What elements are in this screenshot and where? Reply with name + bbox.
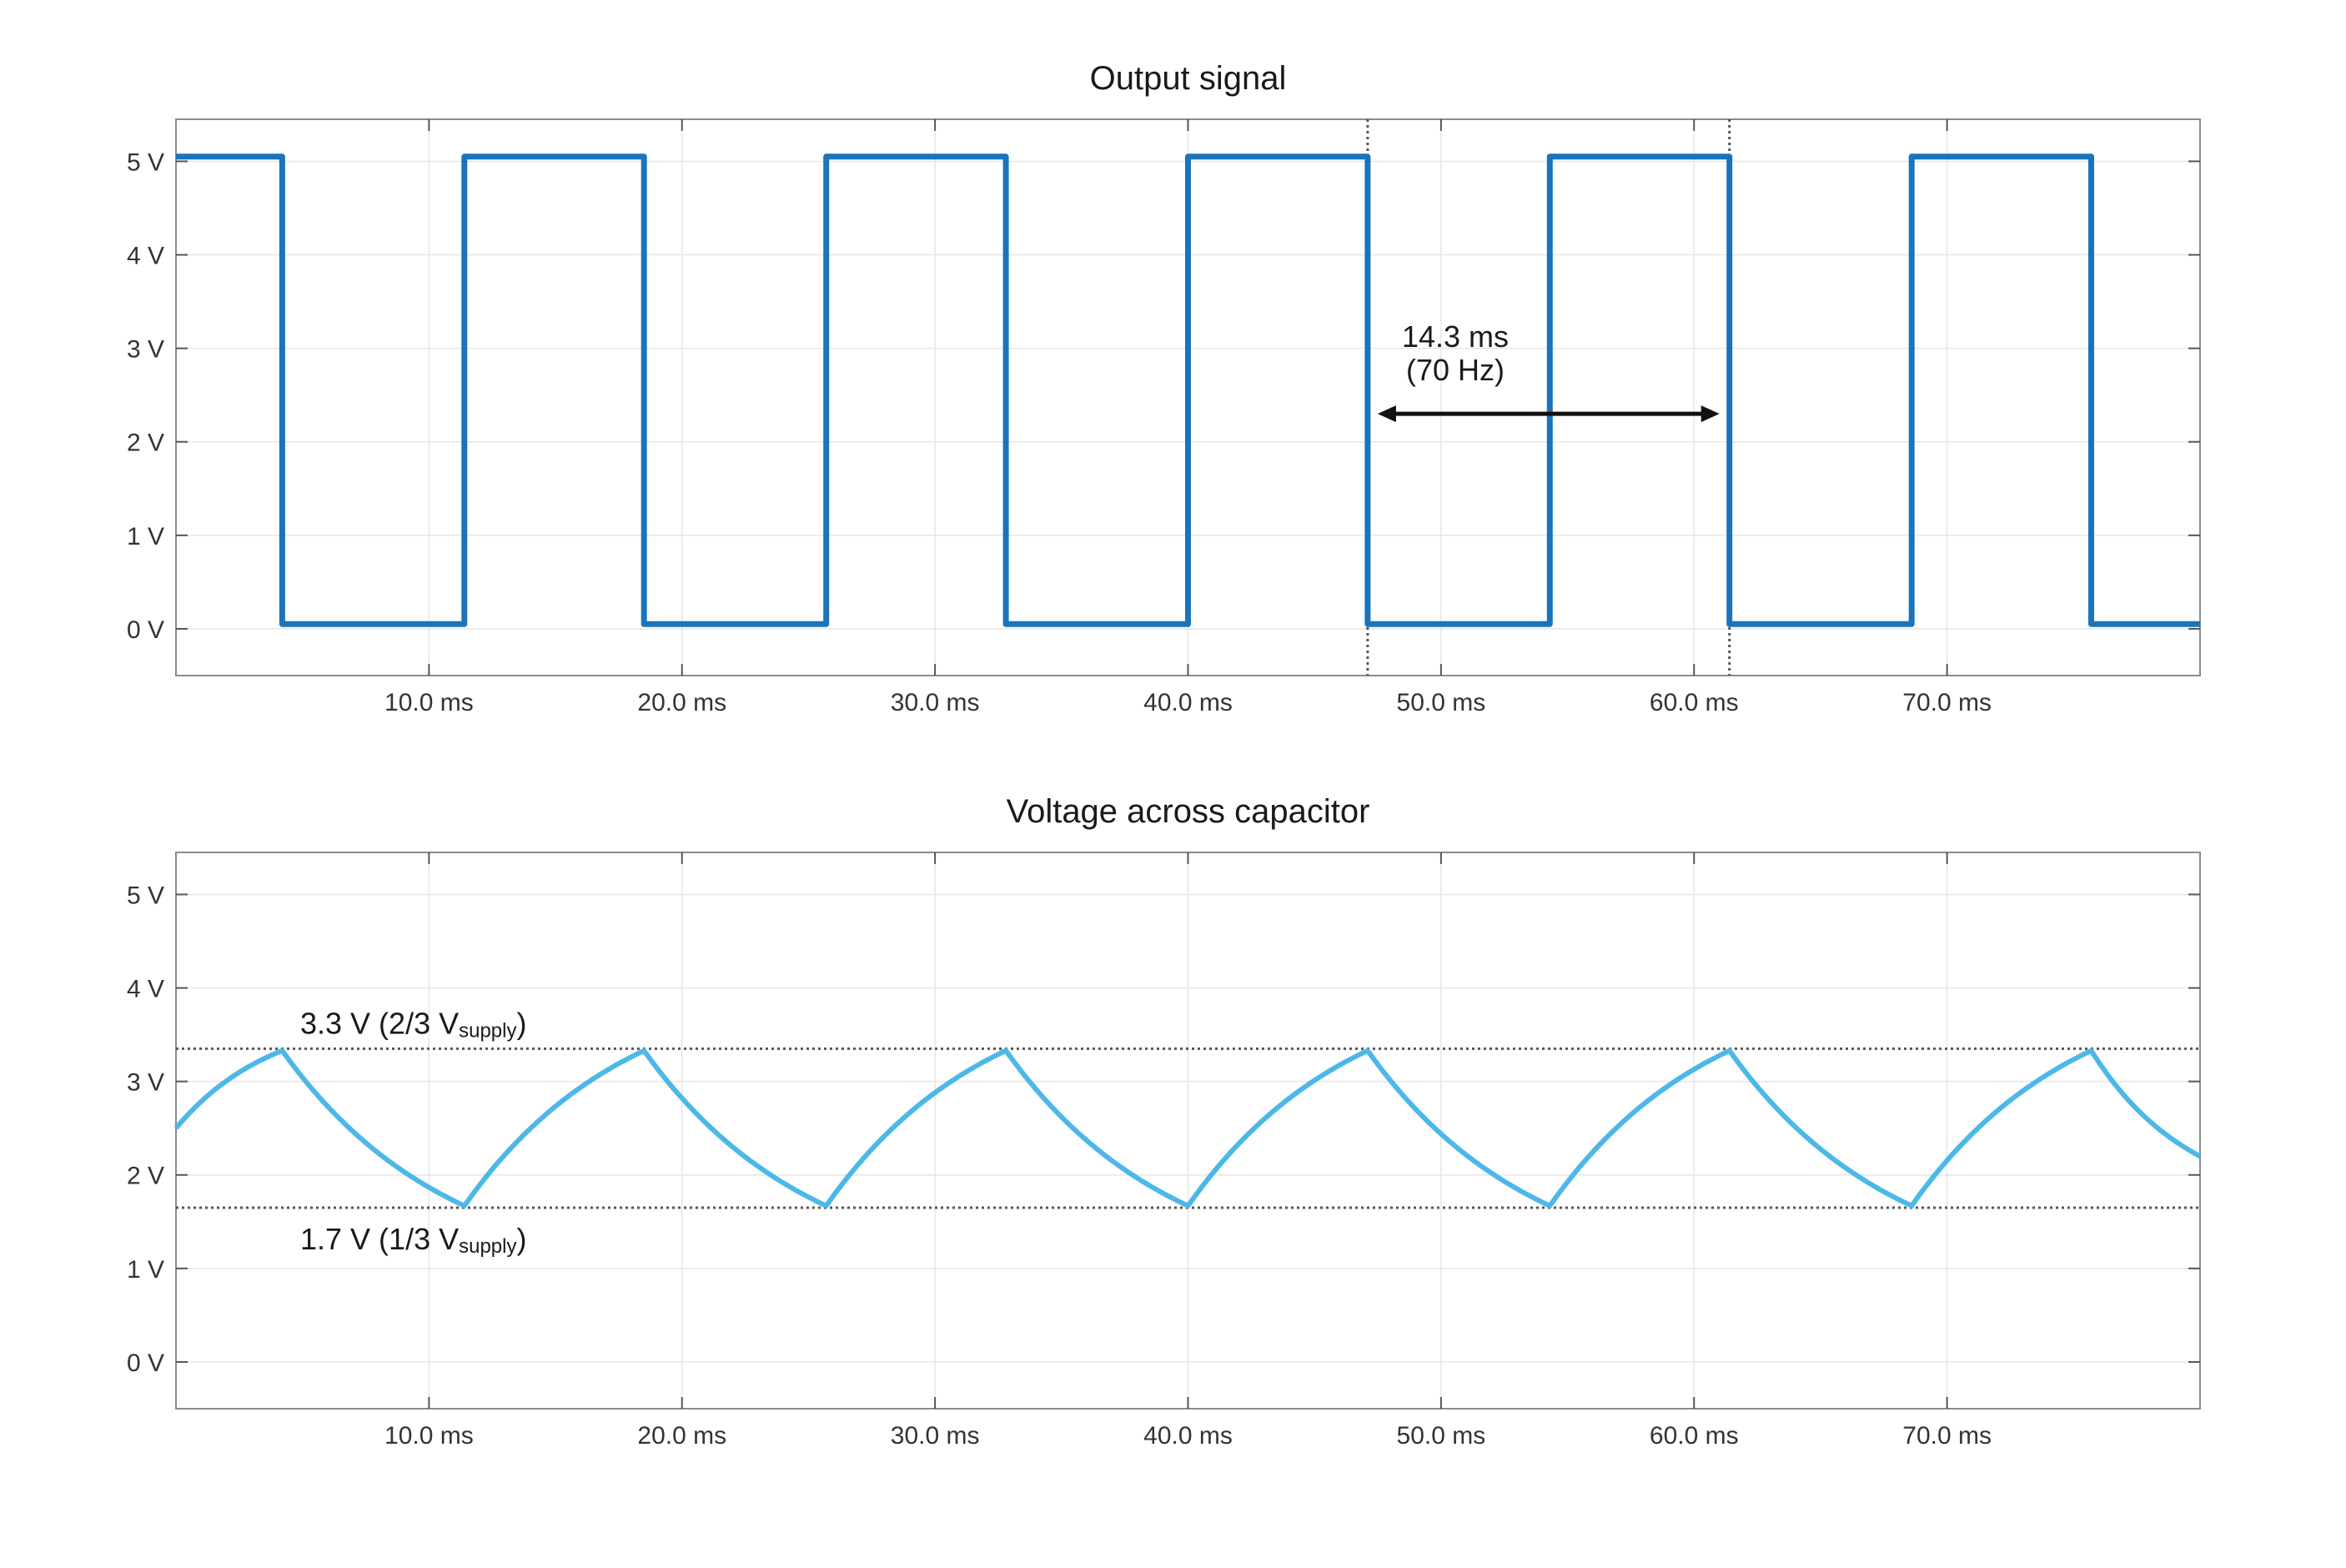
capacitor-voltage-x-tick-label: 50.0 ms <box>1397 1422 1486 1450</box>
capacitor-voltage-threshold-label: 1.7 V (1/3 Vsupply) <box>300 1222 526 1258</box>
capacitor-voltage-y-tick-label: 2 V <box>127 1163 164 1190</box>
capacitor-voltage-y-tick-label: 5 V <box>127 882 164 909</box>
capacitor-voltage-x-tick-label: 30.0 ms <box>891 1422 980 1450</box>
capacitor-voltage-threshold-label: 3.3 V (2/3 Vsupply) <box>300 1006 526 1042</box>
output-signal-x-tick-label: 10.0 ms <box>384 689 474 716</box>
output-signal-x-tick-label: 40.0 ms <box>1143 689 1233 716</box>
capacitor-voltage-series-line <box>173 1048 2202 1209</box>
output-signal-panel: Output signal 0 V 1 V 2 V 3 V 4 V 5 V 10.0 ms 20… <box>127 60 2201 716</box>
output-signal-y-tick-label: 2 V <box>127 430 164 457</box>
output-signal-y-tick-label: 0 V <box>127 616 164 644</box>
output-signal-x-tick-label: 30.0 ms <box>891 689 980 716</box>
capacitor-voltage-x-tick-label: 60.0 ms <box>1650 1422 1739 1450</box>
output-signal-arrowhead-left <box>1377 405 1396 423</box>
output-signal-x-tick-label: 70.0 ms <box>1902 689 1992 716</box>
output-signal-x-tick-label: 60.0 ms <box>1650 689 1739 716</box>
output-signal-series-line <box>176 153 2200 627</box>
capacitor-voltage-y-tick-label: 4 V <box>127 976 164 1003</box>
capacitor-voltage-panel: Voltage across capacitor 0 V 1 V 2 V 3 V 4 V 5… <box>127 793 2202 1450</box>
capacitor-voltage-x-tick-label: 20.0 ms <box>637 1422 726 1450</box>
output-signal-y-tick-label: 5 V <box>127 148 164 176</box>
output-signal-y-tick-label: 1 V <box>127 523 164 550</box>
capacitor-voltage-y-tick-label: 3 V <box>127 1069 164 1097</box>
output-signal-x-tick-label: 50.0 ms <box>1397 689 1486 716</box>
capacitor-voltage-x-tick-label: 70.0 ms <box>1902 1422 1992 1450</box>
output-signal-arrowhead-right <box>1700 405 1720 423</box>
capacitor-voltage-title: Voltage across capacitor <box>1007 793 1370 830</box>
capacitor-voltage-y-tick-label: 0 V <box>127 1349 164 1377</box>
output-signal-period-label: 14.3 ms <box>1402 319 1509 354</box>
output-signal-title: Output signal <box>1090 60 1287 97</box>
output-signal-frequency-label: (70 Hz) <box>1406 353 1505 387</box>
capacitor-voltage-x-tick-label: 40.0 ms <box>1143 1422 1233 1450</box>
output-signal-x-tick-label: 20.0 ms <box>637 689 726 716</box>
capacitor-voltage-x-tick-label: 10.0 ms <box>384 1422 474 1450</box>
output-signal-y-tick-label: 4 V <box>127 243 164 270</box>
output-signal-y-tick-label: 3 V <box>127 336 164 364</box>
capacitor-voltage-y-tick-label: 1 V <box>127 1256 164 1284</box>
